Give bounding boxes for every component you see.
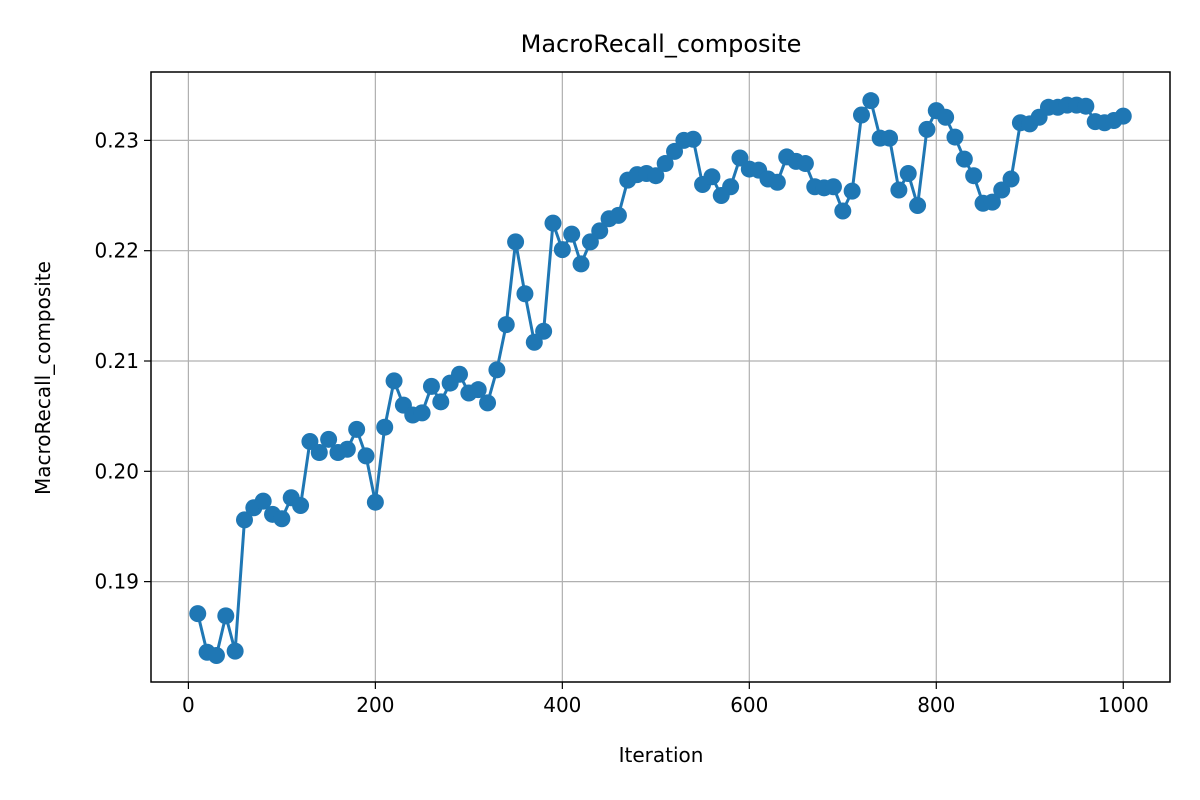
data-point bbox=[1002, 170, 1020, 188]
data-point bbox=[376, 418, 394, 436]
y-tick-label: 0.21 bbox=[94, 349, 139, 373]
axes-frame bbox=[150, 71, 1171, 683]
ticks: 0 200 400 600 800 1000 0.19 0.20 0.21 0.22 0.23 bbox=[94, 128, 1148, 717]
data-point bbox=[535, 322, 553, 340]
data-point bbox=[226, 642, 244, 660]
data-point bbox=[469, 381, 487, 399]
data-point bbox=[572, 255, 590, 273]
data-point bbox=[796, 155, 814, 173]
data-point bbox=[890, 181, 908, 199]
data-point bbox=[909, 196, 927, 214]
data-point bbox=[881, 129, 899, 147]
data-point bbox=[338, 440, 356, 458]
data-point bbox=[937, 108, 955, 126]
data-point bbox=[413, 404, 431, 422]
chart-title: MacroRecall_composite bbox=[521, 30, 802, 58]
data-point bbox=[647, 167, 665, 185]
data-point bbox=[983, 193, 1001, 211]
data-point bbox=[946, 128, 964, 146]
x-tick-label: 0 bbox=[182, 693, 195, 717]
data-point bbox=[824, 178, 842, 196]
grid bbox=[151, 72, 1170, 682]
data-point bbox=[217, 607, 235, 625]
data-point bbox=[189, 605, 207, 623]
data-point bbox=[488, 361, 506, 379]
data-point bbox=[422, 377, 440, 395]
series-line-layer bbox=[189, 92, 1132, 665]
data-point bbox=[553, 241, 571, 259]
data-point bbox=[544, 214, 562, 232]
y-tick-label: 0.23 bbox=[94, 128, 139, 152]
data-point bbox=[563, 225, 581, 243]
data-point bbox=[357, 447, 375, 465]
data-point bbox=[591, 222, 609, 240]
data-point bbox=[899, 164, 917, 182]
data-point bbox=[834, 202, 852, 220]
x-tick-label: 1000 bbox=[1098, 693, 1149, 717]
data-point bbox=[310, 444, 328, 462]
data-point bbox=[320, 430, 338, 448]
y-tick-label: 0.19 bbox=[94, 570, 139, 594]
data-point bbox=[207, 647, 225, 665]
data-point bbox=[722, 178, 740, 196]
data-point bbox=[843, 182, 861, 200]
data-point bbox=[479, 394, 497, 412]
data-point bbox=[862, 92, 880, 110]
data-point bbox=[385, 372, 403, 390]
y-axis-label: MacroRecall_composite bbox=[31, 261, 55, 495]
data-point bbox=[451, 365, 469, 383]
data-point bbox=[1077, 97, 1095, 115]
x-tick-label: 400 bbox=[543, 693, 581, 717]
y-tick-label: 0.20 bbox=[94, 459, 139, 483]
data-point bbox=[955, 150, 973, 168]
data-point bbox=[516, 285, 534, 303]
data-point bbox=[254, 492, 272, 510]
data-point bbox=[235, 511, 253, 529]
x-tick-label: 600 bbox=[730, 693, 768, 717]
data-point bbox=[703, 168, 721, 186]
data-point bbox=[292, 497, 310, 515]
data-point bbox=[852, 106, 870, 124]
x-axis-label: Iteration bbox=[619, 743, 704, 767]
data-point bbox=[918, 120, 936, 138]
data-point bbox=[1114, 107, 1132, 125]
data-point bbox=[965, 167, 983, 185]
data-point bbox=[768, 173, 786, 191]
data-point bbox=[609, 206, 627, 224]
data-point bbox=[366, 493, 384, 511]
data-point bbox=[507, 233, 525, 251]
x-tick-label: 800 bbox=[917, 693, 955, 717]
data-point bbox=[432, 393, 450, 411]
data-point bbox=[684, 130, 702, 148]
data-point bbox=[273, 510, 291, 528]
data-point bbox=[656, 155, 674, 173]
y-tick-label: 0.22 bbox=[94, 239, 139, 263]
data-point bbox=[348, 420, 366, 438]
data-point bbox=[497, 316, 515, 334]
x-tick-label: 200 bbox=[356, 693, 394, 717]
